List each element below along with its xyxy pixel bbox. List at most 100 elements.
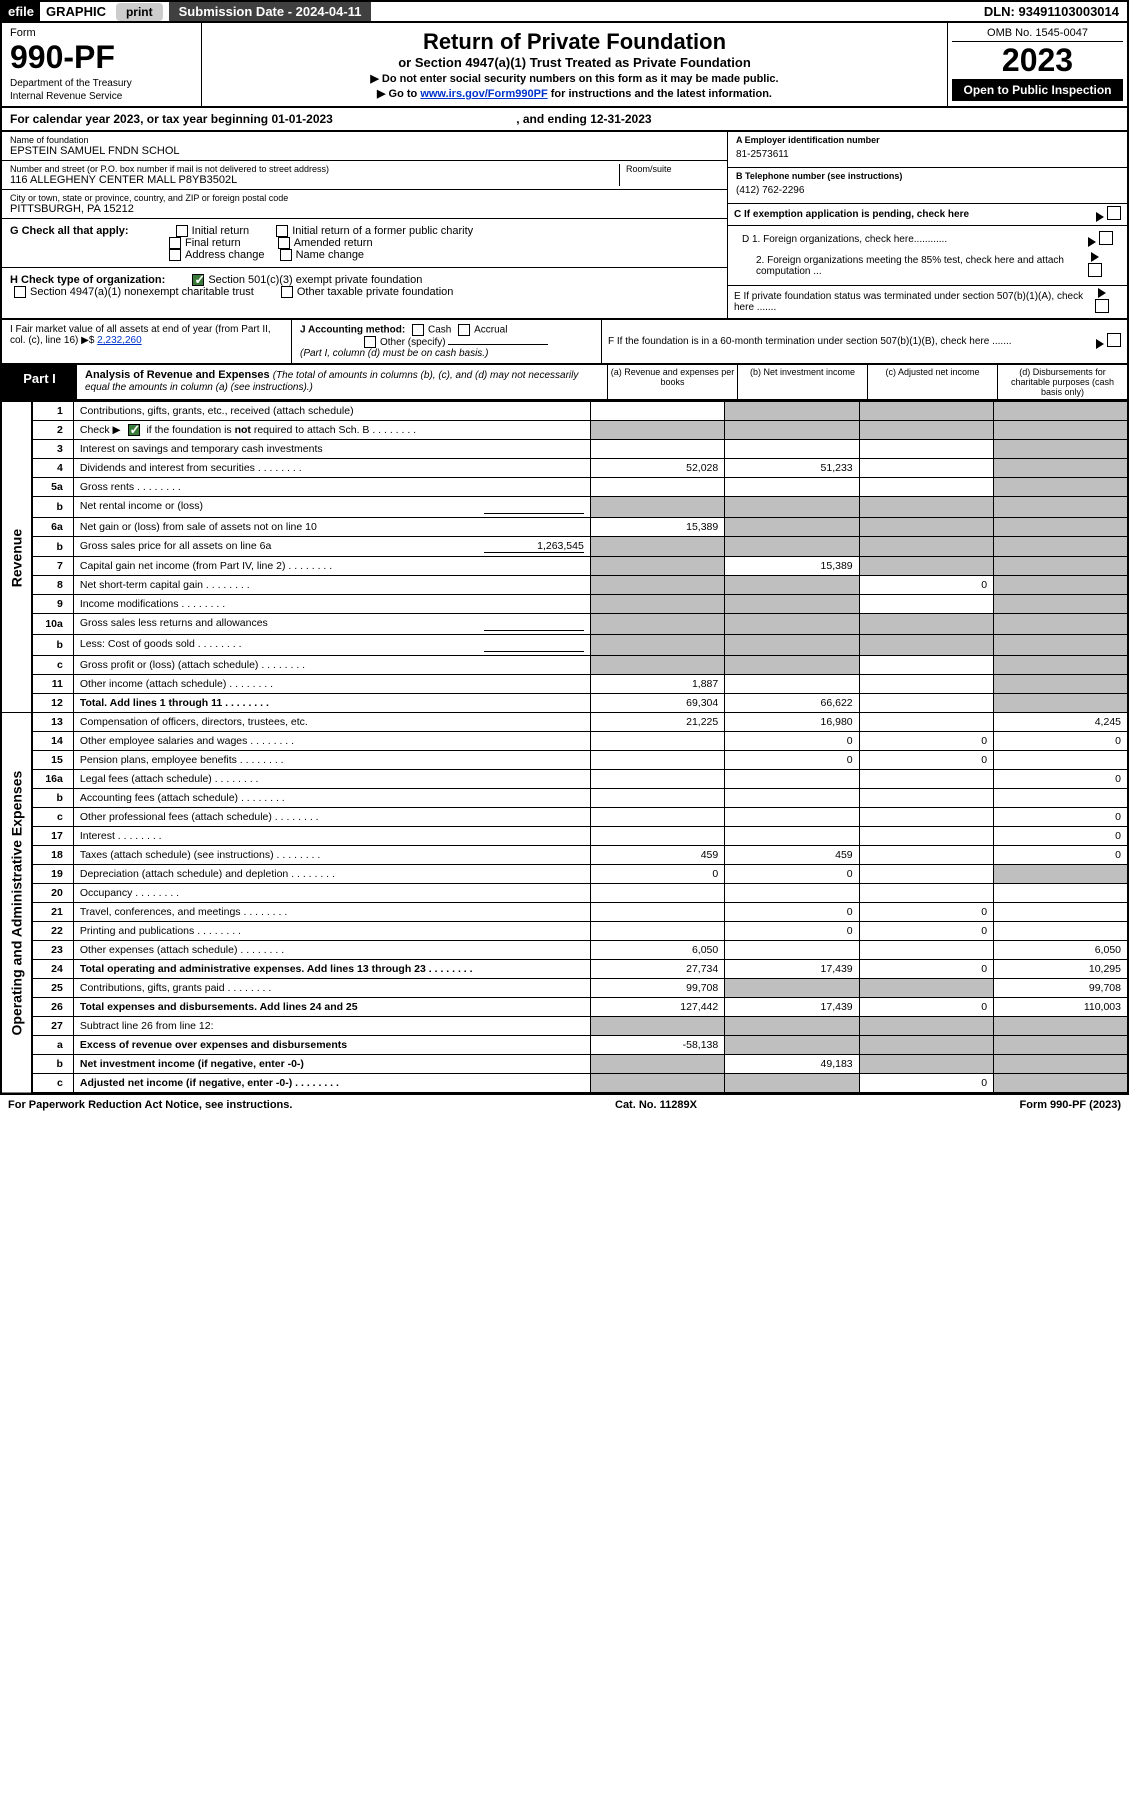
table-row: 6aNet gain or (loss) from sale of assets… — [1, 518, 1128, 537]
checkbox-initial-return[interactable] — [176, 225, 188, 237]
top-bar: efile GRAPHIC print Submission Date - 20… — [0, 0, 1129, 23]
amount-cell — [725, 808, 859, 827]
row-number: 11 — [32, 675, 73, 694]
d2-label: 2. Foreign organizations meeting the 85%… — [742, 255, 1088, 277]
table-row: 15Pension plans, employee benefits . . .… — [1, 751, 1128, 770]
checkbox-address[interactable] — [169, 249, 181, 261]
amount-cell — [994, 421, 1128, 440]
amount-cell: 4,245 — [994, 713, 1128, 732]
amount-cell: 49,183 — [725, 1055, 859, 1074]
amount-cell — [859, 595, 993, 614]
row-number: 24 — [32, 960, 73, 979]
amount-cell — [859, 478, 993, 497]
checkbox-d2[interactable] — [1088, 263, 1102, 277]
checkbox-amended[interactable] — [278, 237, 290, 249]
checkbox-d1[interactable] — [1099, 231, 1113, 245]
checkbox-other-acct[interactable] — [364, 336, 376, 348]
amount-cell: 0 — [859, 1074, 993, 1094]
table-row: 7Capital gain net income (from Part IV, … — [1, 557, 1128, 576]
name-label: Name of foundation — [10, 135, 719, 145]
checkbox-f[interactable] — [1107, 333, 1121, 347]
checkbox-other-tax[interactable] — [281, 286, 293, 298]
amount-cell: 0 — [725, 922, 859, 941]
amount-cell — [725, 421, 859, 440]
amount-cell — [859, 557, 993, 576]
print-button[interactable]: print — [116, 3, 163, 21]
arrow-icon — [1091, 252, 1099, 262]
row-desc: Gross rents . . . . . . . . — [73, 478, 590, 497]
arrow-icon — [1096, 339, 1104, 349]
row-number: 8 — [32, 576, 73, 595]
row-number: 20 — [32, 884, 73, 903]
table-row: 2Check ▶ if the foundation is not requir… — [1, 421, 1128, 440]
table-row: 17Interest . . . . . . . .0 — [1, 827, 1128, 846]
checkbox-final[interactable] — [169, 237, 181, 249]
page-footer: For Paperwork Reduction Act Notice, see … — [0, 1094, 1129, 1115]
table-row: bGross sales price for all assets on lin… — [1, 537, 1128, 557]
amount-cell — [994, 1055, 1128, 1074]
table-row: bNet rental income or (loss) — [1, 497, 1128, 518]
amount-cell — [590, 922, 724, 941]
amount-cell — [590, 903, 724, 922]
checkbox-e[interactable] — [1095, 299, 1109, 313]
amount-cell — [859, 421, 993, 440]
checkbox-501c3[interactable] — [192, 274, 204, 286]
amount-cell — [859, 770, 993, 789]
row-number: 19 — [32, 865, 73, 884]
checkbox-accrual[interactable] — [458, 324, 470, 336]
opt-initial: Initial return — [192, 225, 249, 237]
amount-cell — [859, 941, 993, 960]
amount-cell — [994, 922, 1128, 941]
amount-cell — [994, 537, 1128, 557]
amount-cell — [725, 478, 859, 497]
amount-cell — [590, 1055, 724, 1074]
tax-year: 2023 — [952, 42, 1123, 79]
amount-cell — [994, 459, 1128, 478]
city-label: City or town, state or province, country… — [10, 193, 719, 203]
table-row: 3Interest on savings and temporary cash … — [1, 440, 1128, 459]
row-number: b — [32, 789, 73, 808]
amount-cell — [725, 979, 859, 998]
opt-accrual: Accrual — [474, 325, 507, 336]
row-number: 23 — [32, 941, 73, 960]
arrow-icon — [1098, 288, 1106, 298]
dln-label: DLN: 93491103003014 — [976, 2, 1127, 21]
row-desc: Taxes (attach schedule) (see instruction… — [73, 846, 590, 865]
row-number: b — [32, 537, 73, 557]
checkbox-c[interactable] — [1107, 206, 1121, 220]
form-header: Form 990-PF Department of the Treasury I… — [0, 23, 1129, 108]
row-desc: Net gain or (loss) from sale of assets n… — [73, 518, 590, 537]
amount-cell — [859, 656, 993, 675]
amount-cell: 0 — [859, 732, 993, 751]
amount-cell — [590, 1074, 724, 1094]
checkbox-schb[interactable] — [128, 424, 140, 436]
amount-cell — [725, 440, 859, 459]
amount-cell — [859, 1055, 993, 1074]
row-desc: Income modifications . . . . . . . . — [73, 595, 590, 614]
opt-final: Final return — [185, 237, 241, 249]
row-desc: Other expenses (attach schedule) . . . .… — [73, 941, 590, 960]
amount-cell — [725, 595, 859, 614]
fmv-value[interactable]: 2,232,260 — [97, 335, 142, 346]
amount-cell: 99,708 — [590, 979, 724, 998]
amount-cell — [994, 675, 1128, 694]
amount-cell — [725, 656, 859, 675]
row-desc: Occupancy . . . . . . . . — [73, 884, 590, 903]
amount-cell: 66,622 — [725, 694, 859, 713]
col-c-header: (c) Adjusted net income — [867, 365, 997, 399]
checkbox-name[interactable] — [280, 249, 292, 261]
b-label: B Telephone number (see instructions) — [736, 171, 1119, 181]
row-number: b — [32, 497, 73, 518]
row-desc: Check ▶ if the foundation is not require… — [73, 421, 590, 440]
checkbox-cash[interactable] — [412, 324, 424, 336]
row-desc: Interest on savings and temporary cash i… — [73, 440, 590, 459]
row-number: 27 — [32, 1017, 73, 1036]
checkbox-4947[interactable] — [14, 286, 26, 298]
amount-cell — [994, 402, 1128, 421]
checkbox-initial-former[interactable] — [276, 225, 288, 237]
row-number: 17 — [32, 827, 73, 846]
table-row: bNet investment income (if negative, ent… — [1, 1055, 1128, 1074]
form-link[interactable]: www.irs.gov/Form990PF — [420, 88, 547, 100]
table-row: 8Net short-term capital gain . . . . . .… — [1, 576, 1128, 595]
table-row: cOther professional fees (attach schedul… — [1, 808, 1128, 827]
